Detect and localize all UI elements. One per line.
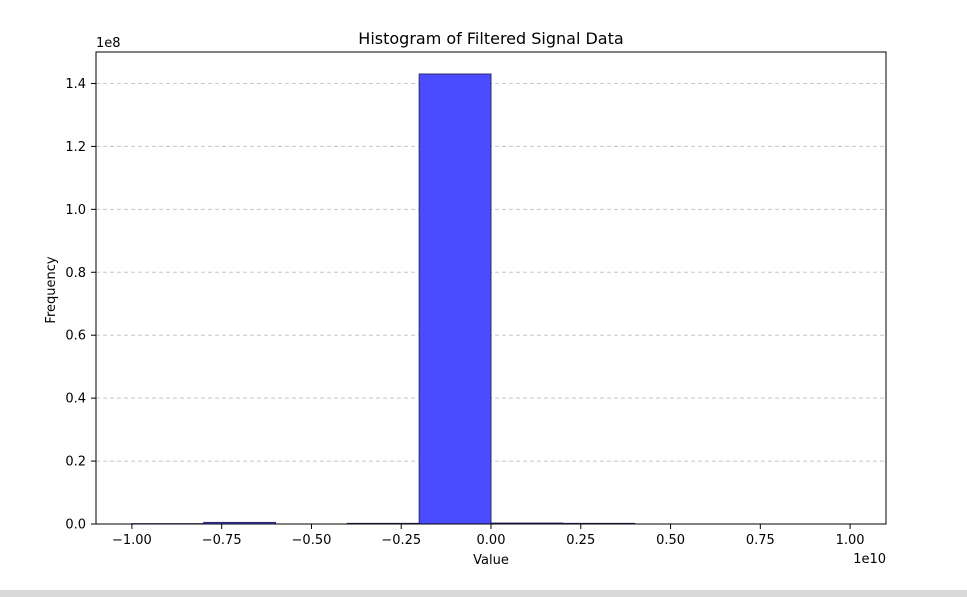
x-tick-label: 0.75 (746, 533, 775, 548)
x-tick-label: −0.25 (381, 533, 421, 548)
window-bottom-strip (0, 590, 967, 597)
y-tick-label: 0.0 (65, 518, 86, 533)
x-tick-label: −0.50 (292, 533, 332, 548)
x-axis-offset-label: 1e10 (853, 552, 886, 567)
y-tick-label: 1.4 (65, 77, 86, 92)
y-tick-label: 0.6 (65, 329, 86, 344)
histogram-bars (131, 73, 636, 525)
y-axis-ticks: 0.0 0.2 0.4 0.6 0.8 1.0 1.2 1.4 (65, 77, 96, 533)
x-tick-label: −0.75 (202, 533, 242, 548)
histogram-bar (418, 73, 492, 525)
x-tick-label: 0.25 (566, 533, 595, 548)
x-tick-label: 1.00 (836, 533, 865, 548)
x-tick-label: 0.50 (656, 533, 685, 548)
y-tick-label: 1.0 (65, 203, 86, 218)
y-tick-label: 0.8 (65, 266, 86, 281)
x-tick-label: 0.00 (477, 533, 506, 548)
y-tick-label: 1.2 (65, 140, 86, 155)
y-axis-label: Frequency (44, 256, 59, 323)
chart-title: Histogram of Filtered Signal Data (358, 29, 623, 48)
y-tick-label: 0.4 (65, 392, 86, 407)
x-axis-ticks: −1.00 −0.75 −0.50 −0.25 0.00 0.25 0.50 0.75 1.00 (112, 524, 865, 548)
x-axis-label: Value (473, 553, 509, 568)
y-axis-offset-label: 1e8 (96, 36, 121, 51)
x-tick-label: −1.00 (112, 533, 152, 548)
y-tick-label: 0.2 (65, 455, 86, 470)
